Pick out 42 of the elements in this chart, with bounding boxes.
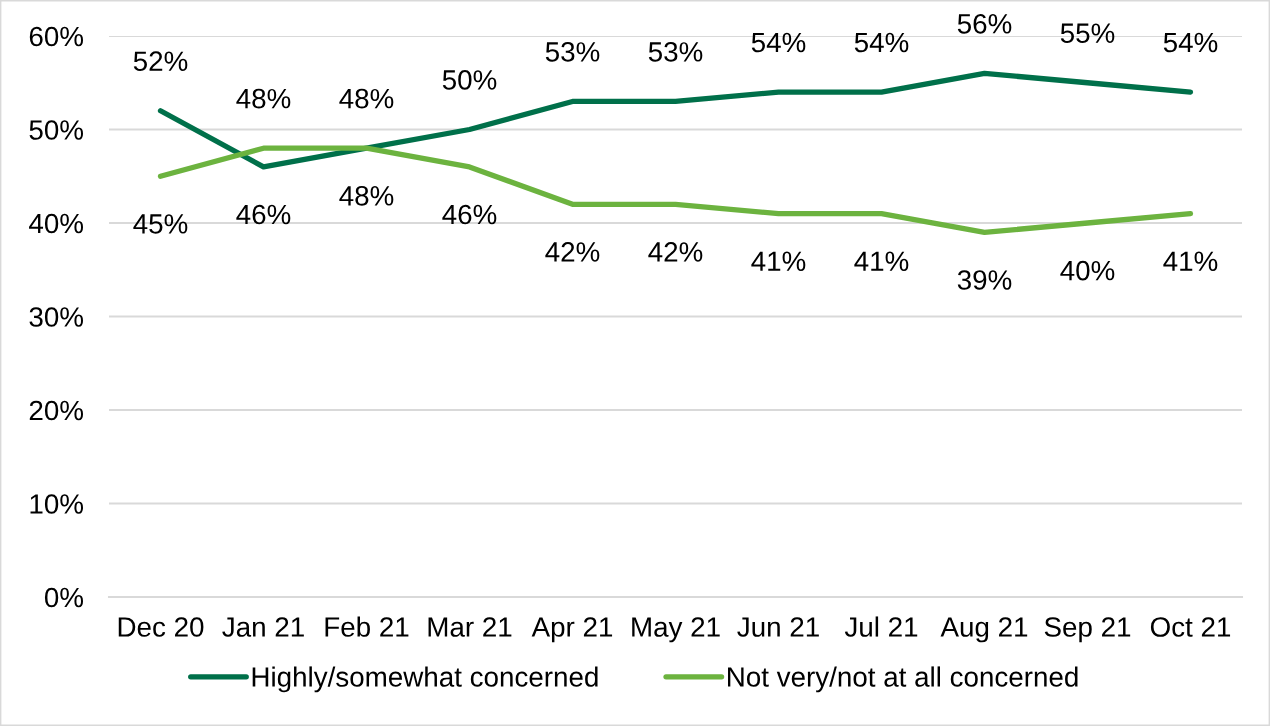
legend-label: Highly/somewhat concerned bbox=[252, 666, 598, 693]
data-label: 45% bbox=[133, 214, 188, 234]
x-tick-label: Jan 21 bbox=[222, 617, 304, 637]
x-tick-label: Aug 21 bbox=[940, 617, 1028, 643]
x-tick-label: Dec 20 bbox=[118, 617, 204, 637]
legend-label: Not very/not at all concerned bbox=[728, 666, 1078, 693]
data-label: 53% bbox=[648, 42, 703, 62]
data-label: 39% bbox=[957, 270, 1012, 290]
x-tick-label: Sep 21 bbox=[1044, 617, 1131, 643]
y-tick-label: 30% bbox=[29, 307, 84, 327]
data-label: 55% bbox=[1060, 23, 1115, 43]
x-tick-label: May 21 bbox=[632, 617, 720, 643]
data-label: 41% bbox=[854, 251, 909, 271]
x-tick-label: Feb 21 bbox=[325, 616, 409, 637]
x-tick-label: Oct 21 bbox=[1150, 617, 1231, 637]
data-label: 56% bbox=[957, 13, 1012, 34]
data-label: 52% bbox=[133, 51, 188, 72]
data-label: 42% bbox=[648, 242, 703, 262]
data-label: 40% bbox=[1060, 260, 1115, 281]
y-tick-label: 20% bbox=[29, 400, 84, 421]
data-label: 50% bbox=[442, 70, 497, 90]
data-label: 46% bbox=[236, 204, 291, 225]
data-label: 48% bbox=[339, 88, 394, 109]
data-label: 41% bbox=[1163, 251, 1218, 271]
data-label: 54% bbox=[751, 32, 806, 53]
x-tick-label: Jul 21 bbox=[844, 616, 918, 637]
y-tick-label: 40% bbox=[29, 213, 84, 234]
data-label: 46% bbox=[442, 204, 497, 225]
x-tick-label: Mar 21 bbox=[428, 617, 512, 637]
x-tick-label: Jun 21 bbox=[737, 617, 819, 637]
y-tick-label: 0% bbox=[44, 587, 84, 608]
data-label: 54% bbox=[1163, 32, 1218, 53]
data-label: 48% bbox=[236, 88, 291, 109]
data-label: 54% bbox=[854, 32, 909, 53]
data-label: 53% bbox=[545, 42, 600, 62]
data-label: 41% bbox=[751, 251, 806, 271]
y-tick-label: 60% bbox=[29, 26, 84, 47]
y-tick-label: 50% bbox=[29, 120, 84, 140]
x-tick-label: Apr 21 bbox=[531, 617, 613, 643]
data-label: 42% bbox=[545, 242, 600, 262]
data-label: 48% bbox=[339, 185, 394, 206]
y-tick-label: 10% bbox=[30, 494, 84, 514]
